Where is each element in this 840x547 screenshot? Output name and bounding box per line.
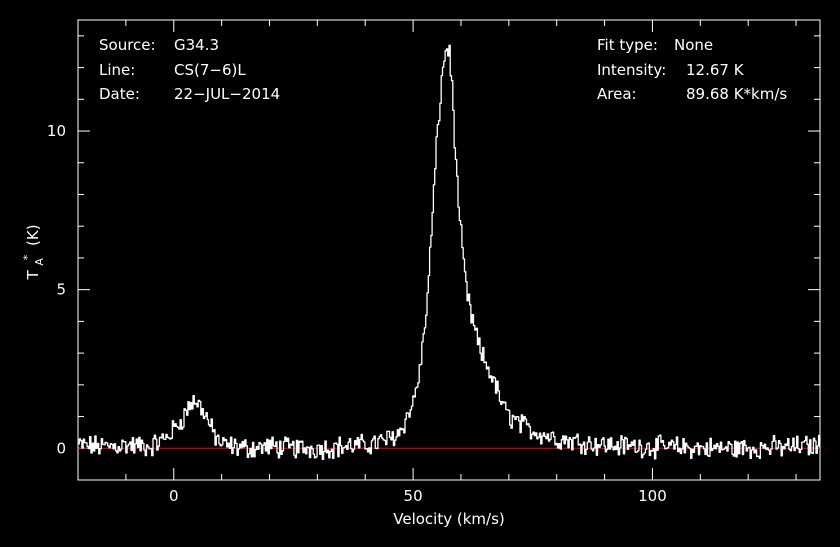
svg-text:T A * (K): T A * (K) [17,224,47,280]
y-axis-title-unit: (K) [24,224,42,246]
y-tick-label: 10 [47,122,66,140]
info-right-label-intensity: Intensity: [597,61,666,79]
info-right-value-fit-type: None [674,36,713,54]
plot-frame [77,19,821,481]
tick-labels: 0 50 100 0 5 10 [47,122,667,505]
y-tick-label: 0 [56,439,66,457]
info-left-label-date: Date: [99,85,140,103]
y-axis-title-main: T [24,270,42,281]
info-left-value-source: G34.3 [174,36,219,54]
y-axis-title: T A * (K) [17,224,47,280]
x-tick-label: 100 [638,487,667,505]
info-left-block: Source: G34.3 Line: CS(7−6)L Date: 22−JU… [99,36,280,103]
x-tick-label: 0 [169,487,179,505]
x-axis-title: Velocity (km/s) [393,510,504,528]
info-right-value-intensity: 12.67 K [686,61,745,79]
info-left-label-source: Source: [99,36,156,54]
y-axis-title-sup: * [21,254,34,260]
info-right-value-area: 89.68 K*km/s [686,85,787,103]
x-tick-label: 50 [404,487,423,505]
y-axis-title-sub: A [33,258,46,266]
info-right-label-area: Area: [597,85,637,103]
info-left-label-line: Line: [99,61,135,79]
info-right-block: Fit type: None Intensity: 12.67 K Area: … [597,36,787,103]
y-tick-label: 5 [56,281,66,299]
axis-ticks [77,20,820,480]
info-left-value-date: 22−JUL−2014 [174,85,280,103]
spectrum-line [78,44,821,460]
info-right-label-fit-type: Fit type: [597,36,658,54]
info-left-value-line: CS(7−6)L [174,61,246,79]
